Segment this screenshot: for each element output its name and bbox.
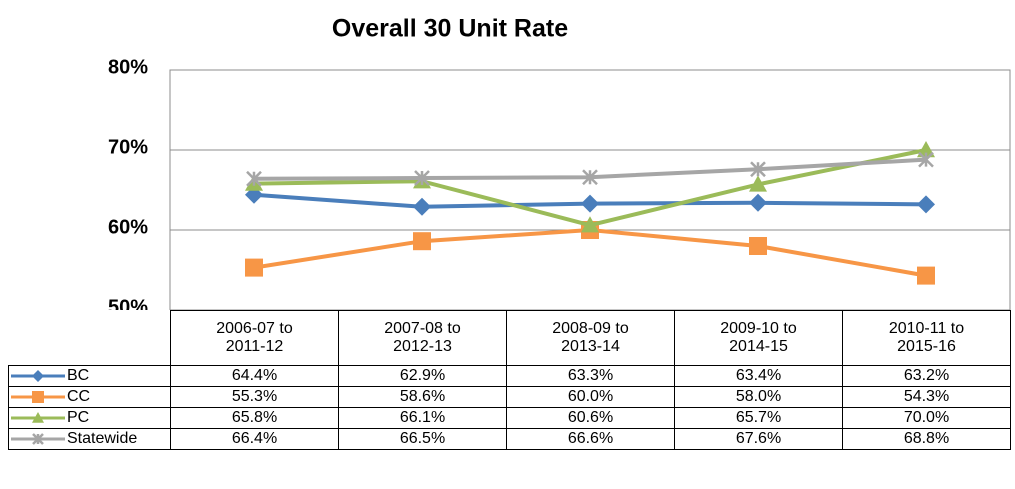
- chart: Overall 30 Unit Rate 50% 60% 70% 80%: [108, 15, 1011, 310]
- x-tick-label: 2008-09 to 2013-14: [506, 310, 675, 366]
- value-label: 66.1%: [338, 407, 507, 429]
- value-label: 63.2%: [842, 365, 1011, 387]
- y-tick-label: 60%: [108, 216, 148, 238]
- x-tick-label: 2006-07 to 2011-12: [170, 310, 339, 366]
- value-label: 54.3%: [842, 386, 1011, 408]
- marker: [581, 216, 599, 233]
- x-tick-label: 2009-10 to 2014-15: [674, 310, 843, 366]
- legend-entry: PC: [8, 407, 171, 429]
- series-line: [253, 148, 927, 228]
- legend-icon: [11, 390, 65, 403]
- value-label: 68.8%: [842, 428, 1011, 450]
- value-label: 60.6%: [506, 407, 675, 429]
- value-label: 63.3%: [506, 365, 675, 387]
- marker: [246, 170, 262, 187]
- series-row: BC 64.4% 62.9% 63.3% 63.4% 63.2%: [8, 365, 1011, 387]
- marker: [917, 141, 935, 158]
- marker: [32, 411, 44, 423]
- chart-title: Overall 30 Unit Rate: [332, 15, 568, 43]
- value-label: 58.6%: [338, 386, 507, 408]
- value-label: 66.4%: [170, 428, 339, 450]
- series-row: PC 65.8% 66.1% 60.6% 65.7% 70.0%: [8, 407, 1011, 429]
- marker: [749, 193, 767, 212]
- y-tick-label: 70%: [108, 136, 148, 158]
- legend-icon: [11, 369, 65, 382]
- marker: [32, 432, 44, 445]
- plot-border: [169, 69, 1011, 310]
- legend-icon: [11, 411, 65, 423]
- series-row: Statewide 66.4% 66.5% 66.6% 67.6% 68.8%: [8, 428, 1011, 450]
- marker: [414, 170, 430, 186]
- value-label: 62.9%: [338, 365, 507, 387]
- series-row: CC 55.3% 58.6% 60.0% 58.0% 54.3%: [8, 386, 1011, 408]
- marker: [582, 169, 598, 186]
- value-label: 65.7%: [674, 407, 843, 429]
- value-label: 60.0%: [506, 386, 675, 408]
- marker: [581, 194, 599, 213]
- marker: [917, 195, 935, 214]
- value-label: 67.6%: [674, 428, 843, 450]
- legend-label: CC: [67, 388, 91, 405]
- legend-label: Statewide: [67, 430, 138, 447]
- marker: [32, 390, 44, 403]
- value-label: 63.4%: [674, 365, 843, 387]
- marker: [413, 197, 431, 216]
- value-label: 58.0%: [674, 386, 843, 408]
- marker: [245, 258, 263, 277]
- header-row: 2006-07 to 2011-12 2007-08 to 2012-13 2008…: [9, 310, 1011, 366]
- value-label: 65.8%: [170, 407, 339, 429]
- marker: [413, 232, 431, 251]
- value-label: 66.6%: [506, 428, 675, 450]
- x-tick-label: 2010-11 to 2015-16: [842, 310, 1011, 366]
- legend-label: BC: [67, 367, 90, 384]
- value-label: 70.0%: [842, 407, 1011, 429]
- value-label: 55.3%: [170, 386, 339, 408]
- marker: [750, 161, 766, 178]
- marker: [749, 175, 767, 192]
- legend-icon: [11, 432, 65, 445]
- data-table: 2006-07 to 2011-12 2007-08 to 2012-13 2008…: [8, 310, 1011, 450]
- marker: [749, 237, 767, 255]
- marker: [917, 266, 935, 285]
- legend-entry: BC: [8, 365, 171, 387]
- value-label: 64.4%: [170, 365, 339, 387]
- legend-entry: Statewide: [8, 428, 171, 450]
- y-tick-label: 50%: [108, 296, 148, 310]
- marker: [918, 151, 934, 168]
- value-label: 66.5%: [338, 428, 507, 450]
- y-tick-label: 80%: [108, 56, 148, 78]
- corner-cell: [9, 311, 171, 366]
- legend-entry: CC: [8, 386, 171, 408]
- marker: [32, 369, 44, 382]
- legend-label: PC: [67, 409, 90, 426]
- x-tick-label: 2007-08 to 2012-13: [338, 310, 507, 366]
